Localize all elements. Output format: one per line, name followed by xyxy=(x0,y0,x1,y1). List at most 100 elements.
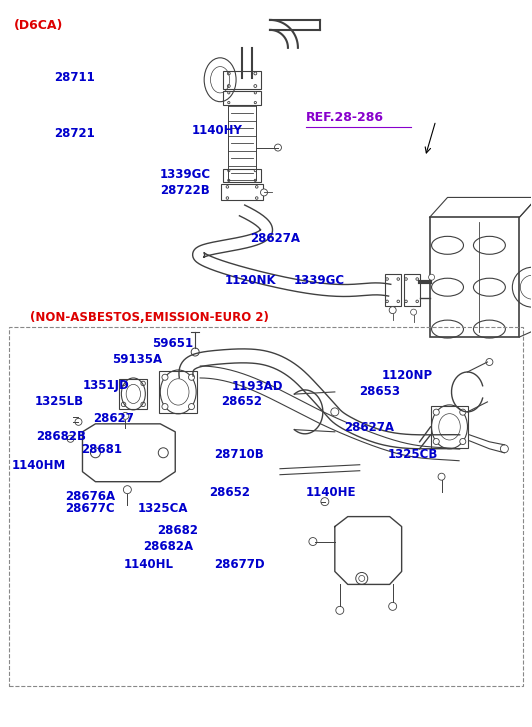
Text: 1193AD: 1193AD xyxy=(231,380,283,393)
Circle shape xyxy=(416,300,419,302)
Text: 28711: 28711 xyxy=(54,71,95,84)
Text: 1325CA: 1325CA xyxy=(138,502,188,515)
Text: 28627: 28627 xyxy=(94,412,135,425)
Text: 28682A: 28682A xyxy=(143,539,193,553)
Text: 1325CB: 1325CB xyxy=(388,449,438,462)
Text: 1140HM: 1140HM xyxy=(11,459,65,472)
Circle shape xyxy=(429,274,435,280)
Text: 59651: 59651 xyxy=(152,337,193,350)
Circle shape xyxy=(309,537,317,545)
Circle shape xyxy=(397,278,400,281)
Circle shape xyxy=(75,418,82,425)
Circle shape xyxy=(123,486,131,494)
Text: 28652: 28652 xyxy=(221,395,262,408)
Text: 28682: 28682 xyxy=(157,523,198,537)
Circle shape xyxy=(188,403,195,409)
Circle shape xyxy=(433,438,439,444)
Text: 1339GC: 1339GC xyxy=(160,169,211,182)
Circle shape xyxy=(227,72,230,75)
Circle shape xyxy=(141,381,145,386)
Circle shape xyxy=(228,92,230,94)
Circle shape xyxy=(67,435,74,442)
Text: 28677D: 28677D xyxy=(214,558,264,571)
Bar xyxy=(223,91,261,105)
Circle shape xyxy=(254,102,256,104)
Circle shape xyxy=(405,300,408,302)
Circle shape xyxy=(416,278,419,281)
Circle shape xyxy=(356,572,368,585)
Text: 28627A: 28627A xyxy=(250,233,300,245)
Circle shape xyxy=(162,374,168,380)
Circle shape xyxy=(386,300,388,302)
Circle shape xyxy=(438,473,445,481)
Circle shape xyxy=(359,576,365,582)
Circle shape xyxy=(121,381,126,386)
Circle shape xyxy=(227,84,230,87)
Circle shape xyxy=(254,169,256,172)
Text: 28677C: 28677C xyxy=(65,502,115,515)
Circle shape xyxy=(255,197,258,199)
Circle shape xyxy=(228,169,230,172)
Text: REF.28-286: REF.28-286 xyxy=(306,111,384,124)
Text: 1351JD: 1351JD xyxy=(83,379,130,392)
Bar xyxy=(159,371,197,413)
Bar xyxy=(223,169,261,182)
Text: (D6CA): (D6CA) xyxy=(14,18,63,31)
Circle shape xyxy=(188,374,195,380)
Bar xyxy=(430,406,469,448)
Circle shape xyxy=(501,445,509,453)
Circle shape xyxy=(141,402,145,406)
Circle shape xyxy=(405,278,408,281)
Text: 28652: 28652 xyxy=(209,486,250,499)
Text: 28627A: 28627A xyxy=(345,421,395,434)
Circle shape xyxy=(336,606,344,614)
Text: 1325LB: 1325LB xyxy=(35,395,84,409)
Bar xyxy=(429,217,519,337)
Text: 28653: 28653 xyxy=(359,385,400,398)
Circle shape xyxy=(254,180,256,182)
Circle shape xyxy=(228,102,230,104)
Circle shape xyxy=(331,408,339,416)
Text: 28710B: 28710B xyxy=(214,449,264,462)
Circle shape xyxy=(191,348,199,356)
Circle shape xyxy=(389,307,396,313)
Bar xyxy=(119,379,147,409)
Circle shape xyxy=(254,84,257,87)
Circle shape xyxy=(433,409,439,415)
Text: 28681: 28681 xyxy=(81,443,122,457)
Bar xyxy=(223,71,261,89)
Bar xyxy=(385,274,401,306)
Circle shape xyxy=(411,309,417,315)
Circle shape xyxy=(90,448,101,458)
Bar xyxy=(9,327,523,686)
Text: (NON-ASBESTOS,EMISSION-EURO 2): (NON-ASBESTOS,EMISSION-EURO 2) xyxy=(30,311,269,324)
Circle shape xyxy=(121,402,126,406)
Circle shape xyxy=(254,72,257,75)
Text: 1120NK: 1120NK xyxy=(225,274,276,287)
Circle shape xyxy=(162,403,168,409)
Circle shape xyxy=(460,438,466,444)
Text: 28721: 28721 xyxy=(54,127,95,140)
Circle shape xyxy=(159,448,168,458)
Text: 1339GC: 1339GC xyxy=(294,274,345,287)
Circle shape xyxy=(122,412,129,419)
Circle shape xyxy=(228,180,230,182)
Circle shape xyxy=(254,92,256,94)
Text: 28676A: 28676A xyxy=(65,490,115,502)
Circle shape xyxy=(275,144,281,151)
Circle shape xyxy=(321,498,329,505)
Text: 28682B: 28682B xyxy=(36,430,86,443)
Text: 59135A: 59135A xyxy=(112,353,162,366)
Circle shape xyxy=(261,189,268,196)
Text: 28722B: 28722B xyxy=(160,185,210,198)
Circle shape xyxy=(397,300,400,302)
Circle shape xyxy=(386,278,388,281)
Text: 1140HE: 1140HE xyxy=(306,486,356,499)
Circle shape xyxy=(226,197,229,199)
Text: 1140HY: 1140HY xyxy=(192,124,243,137)
Circle shape xyxy=(460,409,466,415)
Bar xyxy=(404,274,420,306)
Text: 1140HL: 1140HL xyxy=(124,558,174,571)
Circle shape xyxy=(486,358,493,366)
Circle shape xyxy=(255,185,258,188)
